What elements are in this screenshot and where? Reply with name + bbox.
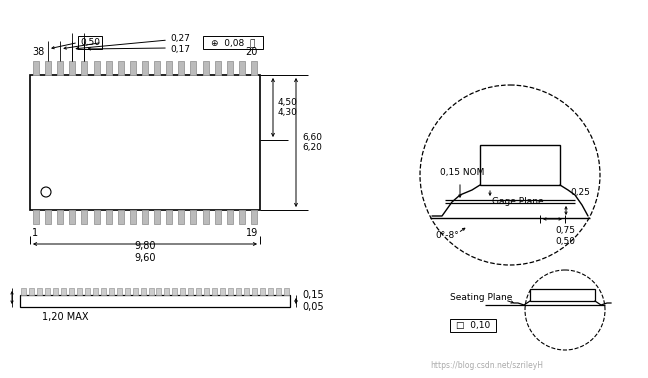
Bar bbox=[118, 61, 124, 75]
Bar bbox=[78, 36, 102, 49]
Bar bbox=[69, 61, 75, 75]
Bar bbox=[20, 295, 290, 307]
Bar bbox=[148, 288, 154, 295]
Bar bbox=[93, 288, 98, 295]
Bar bbox=[130, 61, 136, 75]
Text: ⊕  0,08  Ⓜ: ⊕ 0,08 Ⓜ bbox=[211, 38, 255, 47]
Text: 1,20 MAX: 1,20 MAX bbox=[42, 312, 89, 322]
Bar bbox=[214, 210, 220, 224]
Bar bbox=[93, 61, 100, 75]
Bar bbox=[82, 210, 87, 224]
Text: 0,25: 0,25 bbox=[570, 189, 590, 197]
Bar bbox=[203, 210, 209, 224]
Bar bbox=[178, 61, 184, 75]
Bar bbox=[166, 61, 172, 75]
Bar bbox=[275, 288, 281, 295]
Bar bbox=[45, 210, 51, 224]
Text: 38: 38 bbox=[32, 47, 44, 57]
Bar bbox=[38, 288, 42, 295]
Bar bbox=[30, 75, 260, 210]
Bar bbox=[203, 61, 209, 75]
Bar bbox=[268, 288, 273, 295]
Bar bbox=[142, 210, 148, 224]
Bar bbox=[227, 210, 233, 224]
Bar bbox=[57, 61, 64, 75]
Bar bbox=[166, 210, 172, 224]
Bar bbox=[260, 288, 264, 295]
Bar bbox=[45, 288, 51, 295]
Bar bbox=[251, 61, 257, 75]
Bar bbox=[244, 288, 249, 295]
Bar bbox=[178, 210, 184, 224]
Bar bbox=[21, 288, 27, 295]
Bar bbox=[130, 210, 136, 224]
Bar bbox=[172, 288, 178, 295]
Bar bbox=[133, 288, 137, 295]
Bar bbox=[236, 288, 241, 295]
Bar bbox=[180, 288, 185, 295]
Bar bbox=[212, 288, 217, 295]
Bar bbox=[239, 210, 245, 224]
Bar bbox=[239, 61, 245, 75]
Text: 0,27
0,17: 0,27 0,17 bbox=[170, 34, 190, 54]
Bar bbox=[57, 210, 64, 224]
Bar bbox=[228, 288, 233, 295]
Bar bbox=[204, 288, 209, 295]
Bar bbox=[118, 210, 124, 224]
Text: Seating Plane: Seating Plane bbox=[450, 293, 513, 302]
Bar bbox=[82, 61, 87, 75]
Text: Gage Plane: Gage Plane bbox=[492, 197, 544, 206]
Bar bbox=[85, 288, 90, 295]
Bar bbox=[141, 288, 146, 295]
Bar bbox=[220, 288, 225, 295]
Bar bbox=[252, 288, 257, 295]
Bar bbox=[93, 210, 100, 224]
Bar bbox=[45, 61, 51, 75]
Bar bbox=[188, 288, 193, 295]
Text: 6,60
6,20: 6,60 6,20 bbox=[302, 133, 322, 152]
Text: 0,15 NOM: 0,15 NOM bbox=[440, 167, 484, 177]
Bar bbox=[77, 288, 82, 295]
Bar bbox=[480, 145, 560, 185]
Text: 19: 19 bbox=[246, 228, 258, 238]
Bar bbox=[124, 288, 130, 295]
Bar bbox=[61, 288, 66, 295]
Bar bbox=[33, 210, 39, 224]
Bar bbox=[69, 210, 75, 224]
Bar bbox=[284, 288, 288, 295]
Bar bbox=[214, 61, 220, 75]
Text: 4,50
4,30: 4,50 4,30 bbox=[278, 98, 298, 117]
Bar bbox=[191, 210, 196, 224]
Bar bbox=[165, 288, 169, 295]
Bar bbox=[450, 319, 496, 332]
Bar bbox=[196, 288, 201, 295]
Bar bbox=[117, 288, 122, 295]
Bar bbox=[106, 61, 111, 75]
Bar bbox=[33, 61, 39, 75]
Bar bbox=[53, 288, 58, 295]
Bar bbox=[203, 36, 263, 49]
Bar bbox=[154, 210, 160, 224]
Bar bbox=[109, 288, 114, 295]
Bar bbox=[106, 210, 111, 224]
Bar bbox=[530, 289, 595, 301]
Bar bbox=[191, 61, 196, 75]
Text: 0°-8°: 0°-8° bbox=[435, 231, 459, 240]
Text: □  0,10: □ 0,10 bbox=[456, 321, 490, 330]
Text: https://blog.csdn.net/szrileyH: https://blog.csdn.net/szrileyH bbox=[430, 361, 543, 370]
Bar bbox=[251, 210, 257, 224]
Bar bbox=[156, 288, 161, 295]
Text: 0,15
0,05: 0,15 0,05 bbox=[302, 290, 323, 312]
Bar bbox=[69, 288, 74, 295]
Bar bbox=[101, 288, 106, 295]
Text: 0,50: 0,50 bbox=[80, 38, 100, 47]
Text: 9,80
9,60: 9,80 9,60 bbox=[134, 241, 156, 263]
Bar bbox=[227, 61, 233, 75]
Bar bbox=[29, 288, 34, 295]
Text: 0,75
0,50: 0,75 0,50 bbox=[555, 226, 575, 246]
Text: 20: 20 bbox=[246, 47, 258, 57]
Text: 1: 1 bbox=[32, 228, 38, 238]
Bar bbox=[154, 61, 160, 75]
Bar bbox=[142, 61, 148, 75]
